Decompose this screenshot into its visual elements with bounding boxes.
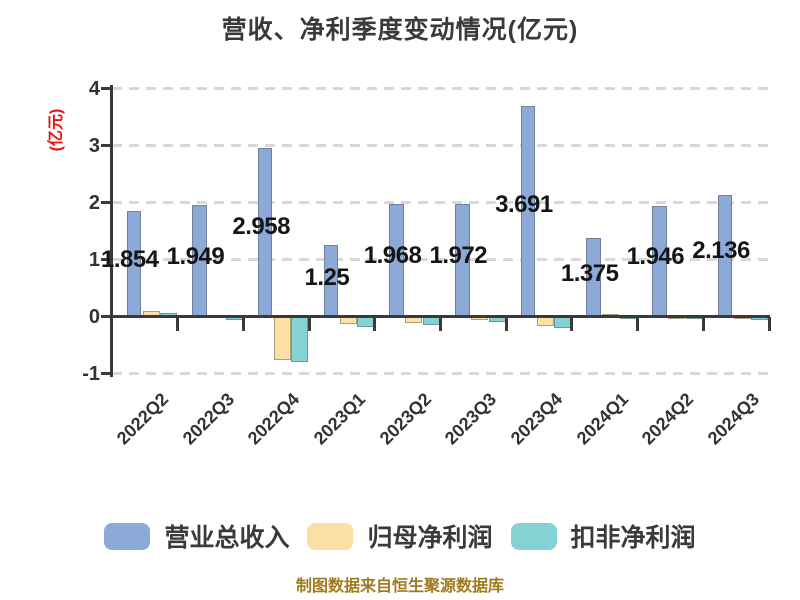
- bar-扣非净利润-2023Q4: [554, 316, 572, 329]
- x-category-label: 2022Q2: [112, 389, 173, 449]
- value-label: 1.968: [363, 242, 422, 270]
- value-label: 1.946: [626, 243, 685, 271]
- legend-item-total-revenue[interactable]: 营业总收入: [104, 518, 289, 554]
- gridline-y1: [112, 258, 770, 261]
- legend-item-net-profit[interactable]: 归母净利润: [307, 518, 493, 554]
- y-tick-label: -1: [82, 362, 100, 385]
- y-tick-0: [101, 315, 112, 318]
- x-tick: [767, 316, 771, 331]
- x-category-label: 2024Q2: [638, 389, 698, 449]
- x-category-label: 2022Q3: [178, 389, 238, 449]
- gridline-y3: [112, 144, 770, 147]
- legend: 营业总收入 归母净利润 扣非净利润: [0, 518, 800, 554]
- value-label: 1.972: [429, 242, 488, 270]
- bar-扣非净利润-2023Q1: [357, 316, 375, 327]
- value-label: 1.854: [100, 245, 159, 273]
- legend-label: 扣非净利润: [570, 524, 696, 552]
- value-label: 1.949: [166, 243, 225, 271]
- y-tick-3: [101, 144, 112, 147]
- value-label: 2.136: [692, 237, 750, 265]
- gridline-y2: [112, 201, 770, 204]
- y-tick-2: [101, 201, 112, 204]
- x-tick: [241, 316, 245, 331]
- y-tick-4: [101, 87, 112, 90]
- revenue-swatch-icon: [104, 522, 151, 550]
- x-category-label: 2023Q1: [309, 389, 370, 449]
- value-label: 1.25: [304, 264, 350, 291]
- y-tick-label: 2: [88, 191, 100, 214]
- x-category-label: 2023Q4: [506, 389, 567, 449]
- x-category-label: 2023Q3: [441, 389, 501, 449]
- chart-title: 营收、净利季度变动情况(亿元): [221, 16, 579, 44]
- gridline-y-1: [112, 372, 770, 375]
- data-source-note: 制图数据来自恒生聚源数据库: [295, 578, 504, 595]
- x-tick: [504, 316, 508, 331]
- y-axis: [110, 85, 113, 377]
- x-tick: [439, 316, 442, 331]
- bar-归母净利润-2022Q4: [273, 316, 291, 360]
- net-profit-swatch-icon: [307, 522, 354, 550]
- x-tick: [570, 316, 574, 331]
- gridline-y4: [112, 87, 770, 90]
- y-tick--1: [101, 372, 112, 375]
- bar-扣非净利润-2022Q4: [291, 316, 309, 363]
- legend-label: 营业总收入: [164, 524, 290, 552]
- x-category-label: 2023Q2: [375, 389, 435, 449]
- deducted-profit-swatch-icon: [510, 522, 557, 550]
- legend-item-deducted-profit[interactable]: 扣非净利润: [510, 518, 696, 554]
- legend-label: 归母净利润: [367, 524, 493, 552]
- x-category-label: 2022Q4: [243, 389, 304, 449]
- y-tick-label: 1: [88, 248, 100, 271]
- x-tick: [373, 316, 377, 331]
- x-tick: [701, 316, 705, 331]
- y-tick-1: [101, 258, 112, 261]
- x-category-label: 2024Q1: [572, 389, 632, 449]
- value-label: 1.375: [560, 260, 619, 288]
- x-category-label: 2024Q3: [703, 389, 764, 449]
- y-tick-label: 0: [88, 305, 100, 328]
- x-tick: [636, 316, 640, 331]
- value-label: 3.691: [495, 190, 553, 218]
- x-tick: [176, 316, 180, 331]
- y-tick-label: 4: [88, 77, 100, 100]
- value-label: 2.958: [232, 212, 290, 240]
- x-tick: [307, 316, 311, 331]
- y-tick-label: 3: [88, 134, 100, 157]
